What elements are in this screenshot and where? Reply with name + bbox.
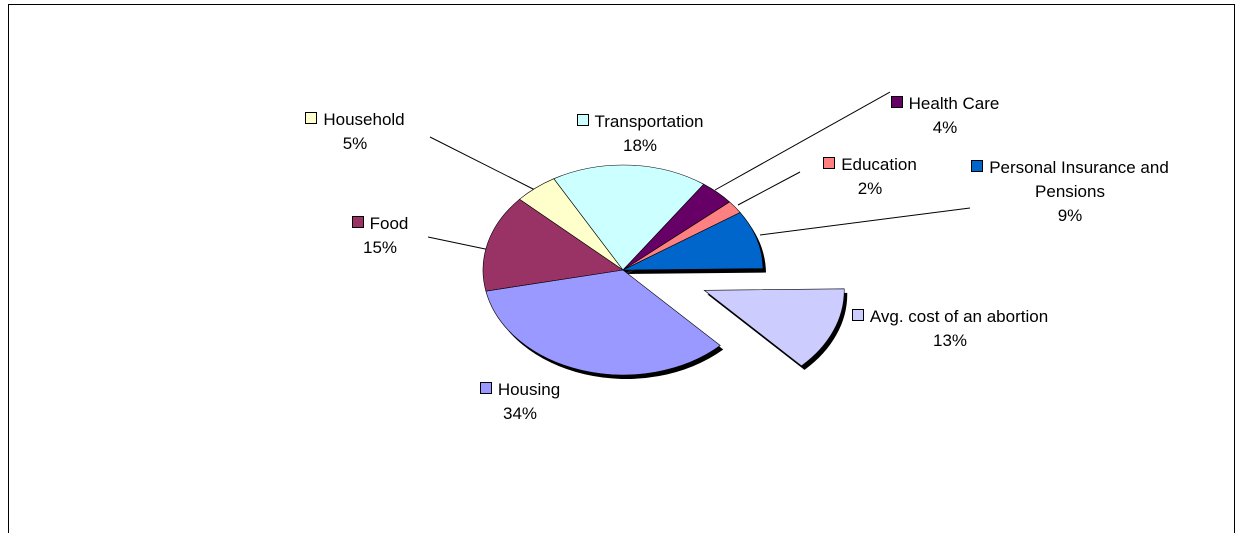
slice-name-line: Housing — [440, 378, 600, 402]
slice-name-line: Transportation — [520, 110, 760, 134]
slice-percent: 13% — [932, 331, 968, 350]
slice-name: Housing — [497, 380, 561, 399]
slice-name: Household — [323, 110, 405, 129]
leader-line — [759, 207, 971, 236]
pie-slice — [703, 288, 845, 367]
slice-name: Education — [841, 155, 917, 174]
leader-line — [714, 91, 891, 191]
legend-marker — [823, 157, 836, 169]
slice-percent: 2% — [857, 179, 883, 198]
slice-label: Housing 34% — [440, 378, 600, 426]
pie-slice — [622, 212, 764, 271]
slice-name: Food — [369, 214, 409, 233]
chart-frame — [8, 4, 1235, 533]
slice-label: Household 5% — [270, 108, 440, 156]
slice-name: Health Care — [908, 94, 1000, 113]
slice-label: Health Care 4% — [860, 92, 1030, 140]
slice-percent: 34% — [502, 404, 538, 423]
pie-slice — [485, 269, 721, 376]
slice-name-line: Education — [780, 153, 960, 177]
leader-line — [429, 136, 536, 191]
pie-slice — [482, 198, 624, 292]
slice-name-line: Health Care — [860, 92, 1030, 116]
slice-name: Personal Insurance and Pensions — [989, 158, 1169, 201]
slice-percent: 4% — [932, 118, 958, 137]
slice-percent: 18% — [622, 136, 658, 155]
slice-label: Education 2% — [780, 153, 960, 201]
slice-name-line: Food — [310, 212, 450, 236]
slice-label: Personal Insurance and Pensions 9% — [965, 156, 1175, 228]
slice-name-line: Avg. cost of an abortion — [840, 305, 1060, 329]
slice-name-line: Personal Insurance and Pensions — [965, 156, 1175, 204]
pie-slice — [553, 164, 705, 271]
legend-marker — [576, 114, 589, 126]
slice-percent: 15% — [362, 238, 398, 257]
slice-label: Transportation 18% — [520, 110, 760, 158]
leader-line — [427, 236, 491, 251]
legend-marker — [351, 216, 364, 228]
legend-marker — [890, 96, 903, 108]
slice-name: Avg. cost of an abortion — [869, 307, 1049, 326]
legend-marker — [479, 382, 492, 394]
legend-marker — [305, 112, 318, 124]
slice-percent: 9% — [1057, 206, 1083, 225]
legend-marker — [851, 309, 864, 321]
slice-name-line: Household — [270, 108, 440, 132]
legend-marker — [971, 160, 984, 172]
slice-label: Avg. cost of an abortion 13% — [840, 305, 1060, 353]
leader-line — [737, 171, 801, 206]
slice-label: Food 15% — [310, 212, 450, 260]
slice-percent: 5% — [342, 134, 368, 153]
slice-name: Transportation — [594, 112, 704, 131]
